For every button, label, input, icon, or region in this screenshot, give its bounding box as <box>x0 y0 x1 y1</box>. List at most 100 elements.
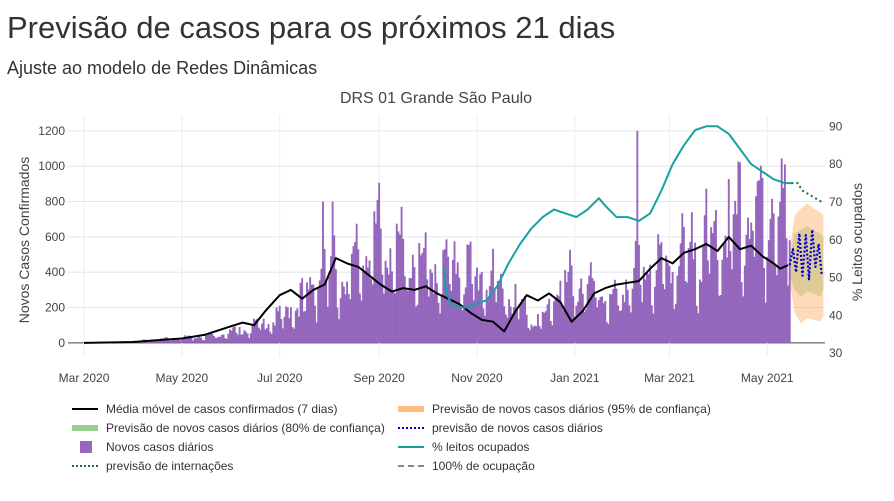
daily-case-bar <box>745 234 748 343</box>
daily-case-bar <box>623 302 626 343</box>
daily-case-bar <box>750 222 753 343</box>
daily-case-bar <box>156 339 159 343</box>
daily-case-bar <box>633 267 636 343</box>
daily-case-bar <box>211 333 214 343</box>
daily-case-bar <box>596 307 599 343</box>
daily-case-bar <box>646 271 648 343</box>
daily-case-bar <box>310 284 313 343</box>
series-line <box>791 182 823 203</box>
daily-case-bar <box>325 280 328 343</box>
daily-case-bar <box>320 268 323 343</box>
daily-case-bar <box>439 313 442 343</box>
daily-case-bar <box>774 265 777 343</box>
daily-case-bar <box>777 216 780 343</box>
daily-case-bar <box>182 337 185 343</box>
daily-case-bar <box>690 212 693 343</box>
daily-case-bar <box>748 238 751 343</box>
daily-case-bar <box>184 335 187 343</box>
daily-case-bar <box>703 215 706 343</box>
legend-item: previsão de internações <box>70 457 233 475</box>
y-axis-title: Novos Casos Confirmados <box>16 157 32 324</box>
daily-case-bar <box>185 336 188 343</box>
daily-case-bar <box>668 265 671 343</box>
daily-case-bar <box>281 328 284 343</box>
legend-item: Previsão de novos casos diários (80% de … <box>70 419 385 437</box>
daily-case-bar <box>172 338 175 343</box>
daily-case-bar <box>177 338 180 343</box>
daily-case-bar <box>719 295 722 343</box>
legend-symbol <box>398 465 424 467</box>
daily-case-bar <box>209 333 212 343</box>
daily-case-bar <box>458 277 461 343</box>
daily-case-bar <box>306 282 308 343</box>
daily-case-bar <box>148 340 151 343</box>
y-tick-label: 0 <box>58 336 65 350</box>
daily-case-bar <box>686 282 689 343</box>
daily-case-bar <box>241 334 244 343</box>
daily-case-bar <box>540 328 543 343</box>
legend-label: Previsão de novos casos diários (80% de … <box>106 421 385 435</box>
daily-case-bar <box>756 181 759 343</box>
daily-case-bar <box>224 338 227 343</box>
daily-case-bar <box>771 198 774 343</box>
daily-case-bar <box>567 271 570 343</box>
daily-case-bar <box>663 289 666 343</box>
daily-case-bar <box>368 260 371 343</box>
legend-symbol <box>72 408 98 410</box>
daily-case-bar <box>641 302 644 343</box>
daily-case-bar <box>562 310 565 343</box>
legend-symbol <box>80 441 92 453</box>
daily-case-bar <box>322 201 324 343</box>
legend-symbol <box>398 446 424 448</box>
daily-case-bar <box>674 303 677 343</box>
legend-square <box>80 441 92 453</box>
daily-case-bar <box>702 246 705 343</box>
daily-case-bar <box>520 299 523 343</box>
series-line <box>83 235 789 344</box>
daily-case-bar <box>253 318 255 343</box>
daily-case-bar <box>269 331 272 343</box>
daily-case-bar <box>288 318 291 343</box>
daily-case-bar <box>708 273 711 343</box>
daily-case-bar <box>217 336 220 343</box>
daily-case-bar <box>466 244 469 343</box>
daily-case-bar <box>658 244 661 343</box>
daily-case-bar <box>463 294 466 343</box>
daily-case-bar <box>447 256 450 343</box>
daily-case-bar <box>338 319 340 343</box>
daily-case-bar <box>729 251 732 343</box>
daily-case-bar <box>500 273 502 343</box>
daily-case-bar <box>585 309 587 343</box>
y-tick-label: 400 <box>45 265 65 279</box>
daily-case-bar <box>649 264 652 343</box>
daily-case-bar <box>634 241 637 343</box>
legend-item: Novos casos diários <box>70 438 213 456</box>
daily-case-bar <box>402 239 405 343</box>
daily-case-bar <box>618 311 621 343</box>
daily-case-bar <box>179 340 182 343</box>
daily-case-bar <box>629 312 632 343</box>
daily-case-bar <box>339 298 342 343</box>
daily-case-bar <box>692 259 695 343</box>
daily-case-bar <box>610 294 613 343</box>
daily-case-bar <box>522 300 525 343</box>
daily-case-bar <box>363 270 366 343</box>
daily-case-bar <box>349 299 352 343</box>
legend-item: % leitos ocupados <box>396 438 529 456</box>
daily-case-bar <box>459 306 462 343</box>
daily-case-bar <box>785 238 788 343</box>
daily-case-bar <box>783 164 786 343</box>
daily-case-bar <box>735 214 738 343</box>
daily-case-bar <box>625 279 628 343</box>
daily-case-bar <box>787 285 790 343</box>
daily-case-bar <box>482 308 485 343</box>
daily-case-bar <box>362 265 365 343</box>
daily-case-bar <box>286 307 289 343</box>
daily-case-bar <box>549 321 552 343</box>
daily-case-bar <box>193 338 196 343</box>
daily-case-bar <box>283 316 286 343</box>
x-tick-label: Mar 2020 <box>59 371 110 385</box>
daily-case-bar <box>767 240 770 343</box>
daily-case-bar <box>378 182 381 343</box>
daily-case-bar <box>706 260 709 343</box>
